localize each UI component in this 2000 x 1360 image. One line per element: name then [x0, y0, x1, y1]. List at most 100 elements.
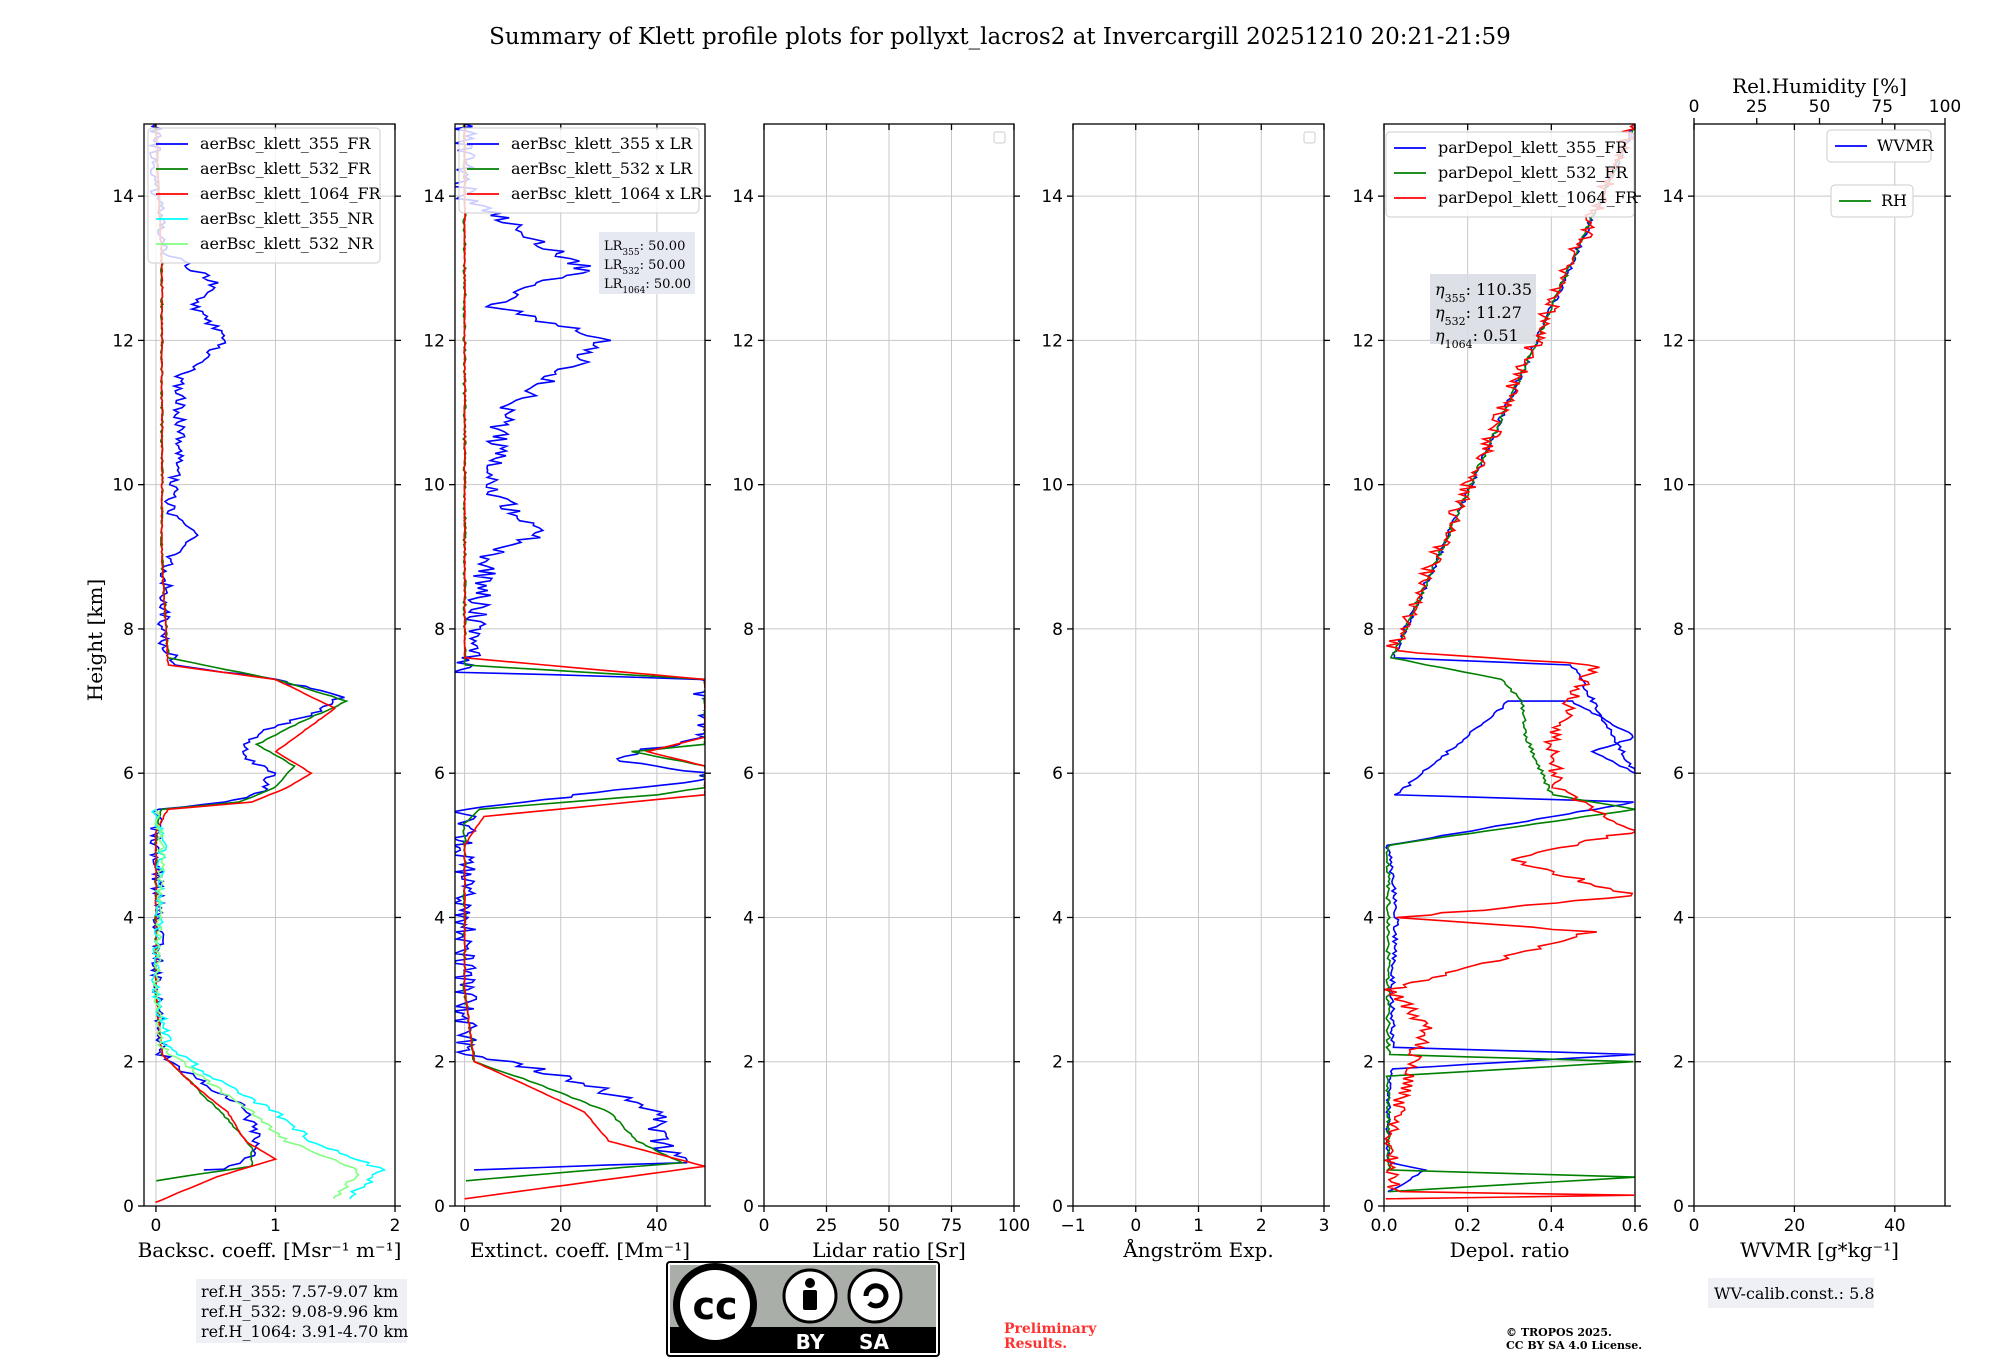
legend-label: aerBsc_klett_355_FR — [200, 134, 371, 153]
axes-frame — [1383, 123, 1636, 1207]
calib-box-bg — [1708, 1278, 1874, 1308]
eta-text-1064: η1064: 0.51 — [1435, 326, 1519, 351]
legend-frame — [1385, 131, 1635, 218]
legend-label: aerBsc_klett_355 x LR — [511, 134, 693, 153]
sa-icon — [847, 1268, 903, 1324]
legend-label: aerBsc_klett_532_NR — [200, 234, 374, 253]
y-tick-label: 8 — [123, 620, 134, 640]
legend-backscatter: aerBsc_klett_355_FR aerBsc_klett_532_FRae… — [147, 127, 382, 264]
legend-wvmr: WVMR — [1826, 129, 1934, 163]
y-tick-label: 0 — [1363, 1197, 1374, 1217]
legend-label: aerBsc_klett_1064 x LR — [511, 184, 703, 203]
x-tick-label: 50 — [878, 1216, 900, 1236]
y-tick-label: 6 — [1052, 764, 1063, 784]
panel-wvmr_rh: 0 20 40 0 2 4 6 8 10 12 14 WVMR [g*kg⁻¹] 0 25 50 75 100 R… — [1662, 74, 1961, 1308]
legend-label: parDepol_klett_1064_FR — [1438, 188, 1639, 207]
series-parDepol_klett_532_FR — [1385, 124, 1635, 1193]
x-tick-label: 3 — [1319, 1216, 1330, 1236]
y-tick-label: 10 — [1352, 476, 1374, 496]
y-tick-label: 8 — [1673, 620, 1684, 640]
x-tick-label: 0 — [759, 1216, 770, 1236]
by-label: BY — [796, 1330, 825, 1354]
y-tick-label: 0 — [743, 1197, 754, 1217]
legend-frame — [1826, 129, 1932, 163]
y-tick-label: 4 — [1673, 908, 1684, 928]
legend-label: aerBsc_klett_532 x LR — [511, 159, 693, 178]
y-tick-label: 14 — [112, 187, 134, 207]
series-aerBsc_klett_532_FR — [153, 124, 349, 1182]
x-tick-label: 0 — [1130, 1216, 1141, 1236]
x-axis-label: Backsc. coeff. [Msr⁻¹ m⁻¹] — [138, 1238, 402, 1262]
x-tick-label: 25 — [816, 1216, 838, 1236]
y-tick-label: 10 — [1662, 476, 1684, 496]
panels: 0 1 2 0 2 4 6 8 10 12 14 Backsc. coeff. [Msr⁻¹ m⁻¹]… — [112, 74, 1961, 1308]
cc-license-badge: cc BY SA — [666, 1261, 940, 1357]
series-aerBsc_klett_355 x LR — [455, 124, 705, 1171]
y-tick-label: 10 — [112, 476, 134, 496]
legend-rh: RH — [1830, 184, 1914, 218]
reference-heights-box: ref.H_355: 7.57-9.07 km ref.H_532: 9.08-… — [196, 1279, 408, 1343]
x-axis-label: Ångström Exp. — [1122, 1237, 1273, 1262]
y-tick-label: 6 — [1673, 764, 1684, 784]
figure-title: Summary of Klett profile plots for polly… — [489, 24, 1511, 50]
y-tick-label: 12 — [1352, 331, 1374, 351]
ref-height-1064: ref.H_1064: 3.91-4.70 km — [201, 1322, 408, 1341]
ref-box-bg — [196, 1279, 407, 1343]
panel-depol: 0.0 0.2 0.4 0.6 0 2 4 6 8 10 12 14 Depol. ratio parDe… — [1352, 123, 1649, 1262]
y-tick-label: 14 — [1352, 187, 1374, 207]
legend-label: aerBsc_klett_1064_FR — [200, 184, 382, 203]
legend-frame — [1830, 184, 1914, 218]
y-tick-label: 0 — [1052, 1197, 1063, 1217]
x-tick-label: 0 — [1689, 1216, 1700, 1236]
y-tick-label: 4 — [123, 908, 134, 928]
top-x-tick-label: 75 — [1871, 97, 1893, 117]
y-tick-label: 14 — [732, 187, 754, 207]
y-tick-label: 2 — [123, 1053, 134, 1073]
copyright-line2: CC BY SA 4.0 License. — [1506, 1339, 1642, 1352]
by-icon-head — [805, 1278, 815, 1288]
y-tick-label: 6 — [434, 764, 445, 784]
x-tick-label: 0.4 — [1538, 1216, 1565, 1236]
y-tick-label: 2 — [434, 1053, 445, 1073]
legend-extinction: aerBsc_klett_355 x LR aerBsc_klett_532 x … — [458, 127, 703, 214]
y-tick-label: 14 — [1041, 187, 1063, 207]
legend-label: RH — [1881, 191, 1907, 210]
x-axis-label: Depol. ratio — [1450, 1238, 1570, 1262]
x-tick-label: 100 — [998, 1216, 1030, 1236]
legend-frame — [458, 127, 700, 214]
y-tick-label: 12 — [112, 331, 134, 351]
y-tick-label: 2 — [1052, 1053, 1063, 1073]
x-tick-label: 40 — [646, 1216, 668, 1236]
top-x-tick-label: 100 — [1929, 97, 1961, 117]
y-tick-label: 2 — [743, 1053, 754, 1073]
ref-height-532: ref.H_532: 9.08-9.96 km — [201, 1302, 398, 1321]
top-x-axis-label: Rel.Humidity [%] — [1732, 74, 1907, 98]
y-tick-label: 0 — [123, 1197, 134, 1217]
x-tick-label: 2 — [1256, 1216, 1267, 1236]
x-axis-label: Extinct. coeff. [Mm⁻¹] — [470, 1238, 690, 1262]
lr-text-532: LR532: 50.00 — [604, 258, 685, 277]
empty-legend — [1303, 131, 1316, 144]
legend-label: WVMR — [1877, 136, 1934, 155]
x-tick-label: 0 — [459, 1216, 470, 1236]
series-parDepol_klett_1064_FR — [1384, 124, 1635, 1200]
legend-label: aerBsc_klett_355_NR — [200, 209, 374, 228]
series-aerBsc_klett_1064 x LR — [463, 124, 705, 1200]
y-tick-label: 4 — [1363, 908, 1374, 928]
x-tick-label: 20 — [550, 1216, 572, 1236]
lr-text-355: LR355: 50.00 — [604, 239, 685, 258]
x-tick-label: 2 — [390, 1216, 401, 1236]
top-x-tick-label: 25 — [1746, 97, 1768, 117]
x-tick-label: 20 — [1784, 1216, 1806, 1236]
x-axis-label: WVMR [g*kg⁻¹] — [1740, 1238, 1899, 1262]
shared-y-label: Height [km] — [83, 579, 107, 701]
series-aerBsc_klett_355_NR — [150, 808, 387, 1200]
sa-icon-arrow — [863, 1283, 889, 1309]
y-tick-label: 6 — [1363, 764, 1374, 784]
y-tick-label: 8 — [434, 620, 445, 640]
preliminary-line2: Results. — [1004, 1336, 1067, 1352]
cc-icon-text: cc — [692, 1284, 737, 1328]
